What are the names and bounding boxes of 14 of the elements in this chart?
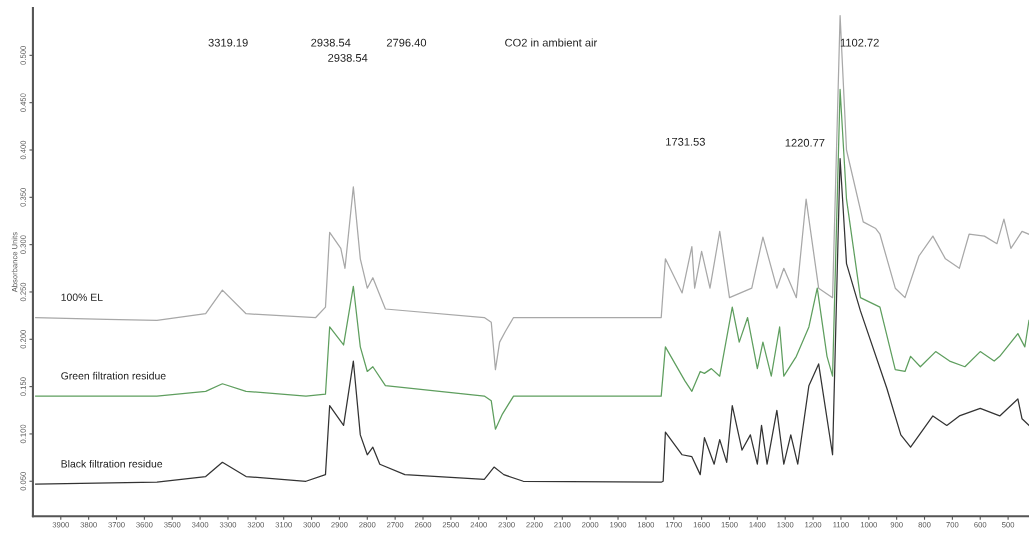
annotation: 2938.54 [328, 53, 368, 62]
series-label: 100% EL [61, 293, 103, 301]
annotation: CO2 in ambient air [505, 38, 598, 47]
annotation: 3319.19 [208, 38, 248, 47]
annotation: 1102.72 [840, 38, 879, 47]
series-label: Black filtration residue [61, 459, 163, 468]
line-series [35, 88, 1029, 430]
series-label: Green filtration residue [61, 371, 166, 380]
annotation: 2938.54 [311, 38, 351, 47]
annotation: 1731.53 [666, 137, 705, 146]
annotation: 2796.40 [386, 38, 427, 47]
line-series [35, 157, 1029, 485]
line-series [35, 14, 1029, 371]
annotation: 1220.77 [785, 138, 825, 147]
